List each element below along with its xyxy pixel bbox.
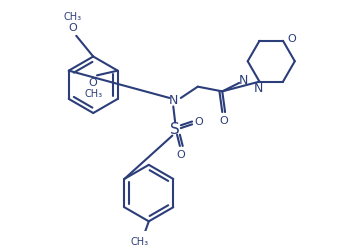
- Text: N: N: [238, 74, 248, 86]
- Text: O: O: [194, 117, 203, 126]
- Text: O: O: [89, 78, 98, 88]
- Text: O: O: [287, 34, 296, 44]
- Text: CH₃: CH₃: [84, 89, 102, 99]
- Text: N: N: [254, 82, 263, 95]
- Text: CH₃: CH₃: [63, 12, 82, 22]
- Text: CH₃: CH₃: [130, 237, 148, 245]
- Text: S: S: [170, 122, 180, 136]
- Text: O: O: [220, 116, 229, 125]
- Text: O: O: [177, 150, 185, 160]
- Text: O: O: [68, 23, 77, 33]
- Text: N: N: [169, 94, 178, 107]
